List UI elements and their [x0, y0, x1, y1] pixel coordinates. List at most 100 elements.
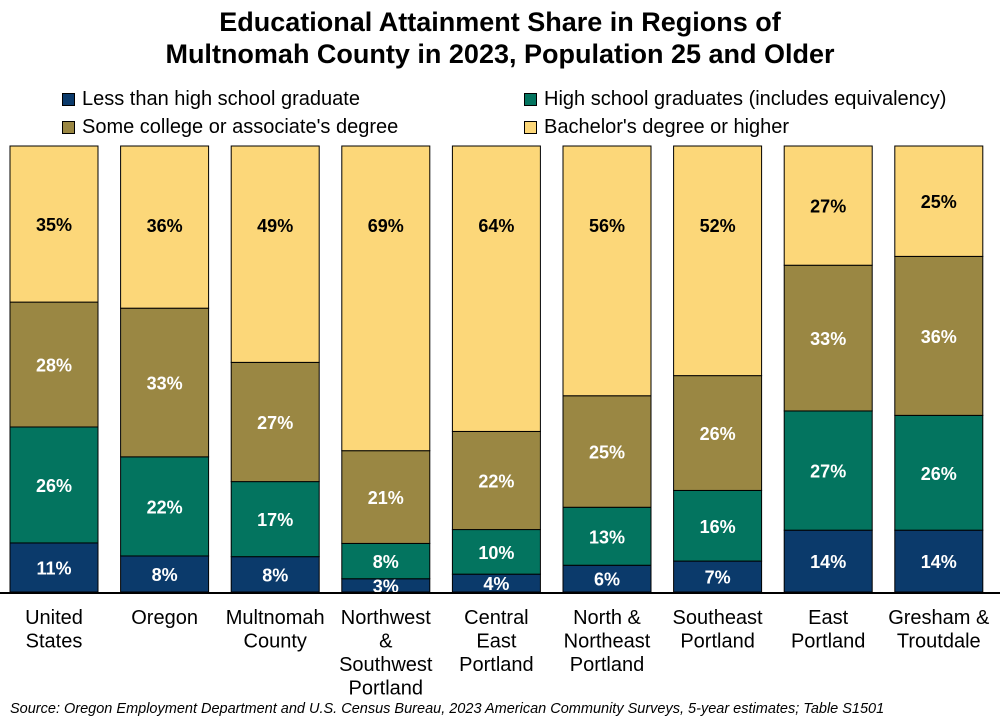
category-label-east-portland-line-2: Portland [791, 631, 866, 653]
bar-segment-central-east-portland-high-school-graduates-includes-equivalency [451, 529, 541, 575]
category-label-southeast-portland-line-1: Southeast [673, 607, 764, 629]
bar-segment-northwest-southwest-portland-bachelor-s-degree-or-higher [341, 145, 431, 452]
data-label-northwest-southwest-portland-some-college-or-associate-s-degree: 21% [368, 488, 404, 508]
bar-segment-gresham-troutdale-some-college-or-associate-s-degree [894, 255, 984, 416]
legend-swatch-some-college [62, 121, 75, 134]
data-label-oregon-some-college-or-associate-s-degree: 33% [147, 374, 183, 394]
legend-item-some-college: Some college or associate's degree [62, 116, 398, 139]
data-label-multnomah-county-some-college-or-associate-s-degree: 27% [257, 413, 293, 433]
bar-segment-central-east-portland-some-college-or-associate-s-degree [451, 430, 541, 531]
chart-title: Educational Attainment Share in Regions … [0, 6, 1000, 70]
category-label-united-states-line-1: United [25, 607, 83, 629]
bar-segment-oregon-some-college-or-associate-s-degree [120, 307, 210, 458]
bar-segment-united-states-bachelor-s-degree-or-higher [9, 145, 99, 303]
data-label-north-northeast-portland-some-college-or-associate-s-degree: 25% [589, 443, 625, 463]
category-label-north-northeast-portland-line-3: Portland [570, 654, 645, 676]
legend-label-some-college: Some college or associate's degree [82, 116, 399, 138]
data-label-oregon-high-school-graduates-includes-equivalency: 22% [147, 497, 183, 517]
data-label-gresham-troutdale-high-school-graduates-includes-equivalency: 26% [921, 464, 957, 484]
data-label-multnomah-county-less-than-high-school-graduate: 8% [262, 565, 288, 585]
bar-segment-northwest-southwest-portland-high-school-graduates-includes-equivalency [341, 542, 431, 580]
category-label-gresham-troutdale-line-2: Troutdale [897, 631, 981, 653]
chart-title-line-1: Educational Attainment Share in Regions … [219, 7, 781, 37]
bar-segment-north-northeast-portland-some-college-or-associate-s-degree [562, 395, 652, 508]
bar-segment-gresham-troutdale-less-than-high-school-graduate [894, 529, 984, 593]
data-label-east-portland-high-school-graduates-includes-equivalency: 27% [810, 462, 846, 482]
data-label-east-portland-less-than-high-school-graduate: 14% [810, 552, 846, 572]
legend-swatch-less-than-hs [62, 93, 75, 106]
bar-segment-multnomah-county-high-school-graduates-includes-equivalency [230, 481, 320, 558]
bar-segment-central-east-portland-bachelor-s-degree-or-higher [451, 145, 541, 432]
bar-segment-oregon-high-school-graduates-includes-equivalency [120, 456, 210, 557]
source-note: Source: Oregon Employment Department and… [10, 701, 885, 717]
legend-item-less-than-hs: Less than high school graduate [62, 88, 360, 111]
data-label-southeast-portland-bachelor-s-degree-or-higher: 52% [700, 216, 736, 236]
data-label-gresham-troutdale-some-college-or-associate-s-degree: 36% [921, 327, 957, 347]
bar-segment-east-portland-bachelor-s-degree-or-higher [783, 145, 873, 266]
data-label-multnomah-county-high-school-graduates-includes-equivalency: 17% [257, 510, 293, 530]
data-label-southeast-portland-less-than-high-school-graduate: 7% [705, 568, 731, 588]
legend-label-hs-grad: High school graduates (includes equivale… [544, 88, 947, 110]
data-label-central-east-portland-less-than-high-school-graduate: 4% [483, 574, 509, 594]
bar-segment-northwest-southwest-portland-some-college-or-associate-s-degree [341, 450, 431, 544]
data-label-central-east-portland-high-school-graduates-includes-equivalency: 10% [478, 543, 514, 563]
data-label-northwest-southwest-portland-bachelor-s-degree-or-higher: 69% [368, 216, 404, 236]
data-label-northwest-southwest-portland-high-school-graduates-includes-equivalency: 8% [373, 552, 399, 572]
data-label-united-states-some-college-or-associate-s-degree: 28% [36, 356, 72, 376]
bar-segment-southeast-portland-high-school-graduates-includes-equivalency [673, 489, 763, 562]
bar-segment-north-northeast-portland-less-than-high-school-graduate [562, 564, 652, 593]
category-label-united-states-line-2: States [26, 631, 83, 653]
bar-segment-southeast-portland-less-than-high-school-graduate [673, 560, 763, 593]
category-label-north-northeast-portland-line-1: North & [573, 607, 641, 629]
bar-segment-united-states-high-school-graduates-includes-equivalency [9, 426, 99, 544]
bar-segment-north-northeast-portland-high-school-graduates-includes-equivalency [562, 506, 652, 566]
category-label-oregon-line-1: Oregon [131, 607, 198, 629]
category-label-central-east-portland-line-3: Portland [459, 654, 534, 676]
bar-segment-gresham-troutdale-high-school-graduates-includes-equivalency [894, 414, 984, 531]
bar-segment-oregon-bachelor-s-degree-or-higher [120, 145, 210, 309]
bar-segment-southeast-portland-bachelor-s-degree-or-higher [673, 145, 763, 377]
data-label-oregon-less-than-high-school-graduate: 8% [152, 565, 178, 585]
legend-label-bachelors: Bachelor's degree or higher [544, 116, 790, 138]
data-label-gresham-troutdale-less-than-high-school-graduate: 14% [921, 552, 957, 572]
data-label-east-portland-bachelor-s-degree-or-higher: 27% [810, 197, 846, 217]
category-label-northwest-southwest-portland-line-4: Portland [349, 678, 424, 700]
legend: Less than high school graduate High scho… [0, 86, 1000, 142]
data-label-northwest-southwest-portland-less-than-high-school-graduate: 3% [373, 576, 399, 596]
legend-swatch-bachelors [524, 121, 537, 134]
data-label-oregon-bachelor-s-degree-or-higher: 36% [147, 216, 183, 236]
bar-segment-multnomah-county-bachelor-s-degree-or-higher [230, 145, 320, 363]
category-label-north-northeast-portland-line-2: Northeast [564, 631, 651, 653]
category-label-multnomah-county-line-1: Multnomah [226, 607, 325, 629]
legend-swatch-hs-grad [524, 93, 537, 106]
data-label-united-states-high-school-graduates-includes-equivalency: 26% [36, 476, 72, 496]
data-label-united-states-bachelor-s-degree-or-higher: 35% [36, 215, 72, 235]
data-label-united-states-less-than-high-school-graduate: 11% [36, 558, 71, 578]
category-label-multnomah-county-line-2: County [244, 631, 307, 653]
category-label-east-portland-line-1: East [808, 607, 848, 629]
data-label-gresham-troutdale-bachelor-s-degree-or-higher: 25% [921, 192, 957, 212]
category-label-northwest-southwest-portland-line-1: Northwest [341, 607, 431, 629]
legend-item-bachelors: Bachelor's degree or higher [524, 116, 789, 139]
chart-title-line-2: Multnomah County in 2023, Population 25 … [165, 39, 835, 69]
legend-item-hs-grad: High school graduates (includes equivale… [524, 88, 946, 111]
data-label-east-portland-some-college-or-associate-s-degree: 33% [810, 329, 846, 349]
category-label-central-east-portland-line-1: Central [464, 607, 528, 629]
data-label-central-east-portland-bachelor-s-degree-or-higher: 64% [478, 216, 514, 236]
bar-segment-multnomah-county-some-college-or-associate-s-degree [230, 361, 320, 483]
data-label-north-northeast-portland-less-than-high-school-graduate: 6% [594, 570, 620, 590]
data-label-southeast-portland-some-college-or-associate-s-degree: 26% [700, 424, 736, 444]
legend-label-less-than-hs: Less than high school graduate [82, 88, 360, 110]
category-label-central-east-portland-line-2: East [476, 631, 516, 653]
category-label-gresham-troutdale-line-1: Gresham & [888, 607, 990, 629]
bar-segment-east-portland-some-college-or-associate-s-degree [783, 264, 873, 412]
bar-segment-east-portland-less-than-high-school-graduate [783, 529, 873, 593]
bar-segment-north-northeast-portland-bachelor-s-degree-or-higher [562, 145, 652, 397]
bar-segment-united-states-some-college-or-associate-s-degree [9, 301, 99, 428]
data-label-multnomah-county-bachelor-s-degree-or-higher: 49% [257, 216, 293, 236]
data-label-southeast-portland-high-school-graduates-includes-equivalency: 16% [700, 517, 736, 537]
bar-segment-gresham-troutdale-bachelor-s-degree-or-higher [894, 145, 984, 257]
bar-segment-southeast-portland-some-college-or-associate-s-degree [673, 375, 763, 491]
category-label-northwest-southwest-portland-line-3: Southwest [339, 654, 433, 676]
